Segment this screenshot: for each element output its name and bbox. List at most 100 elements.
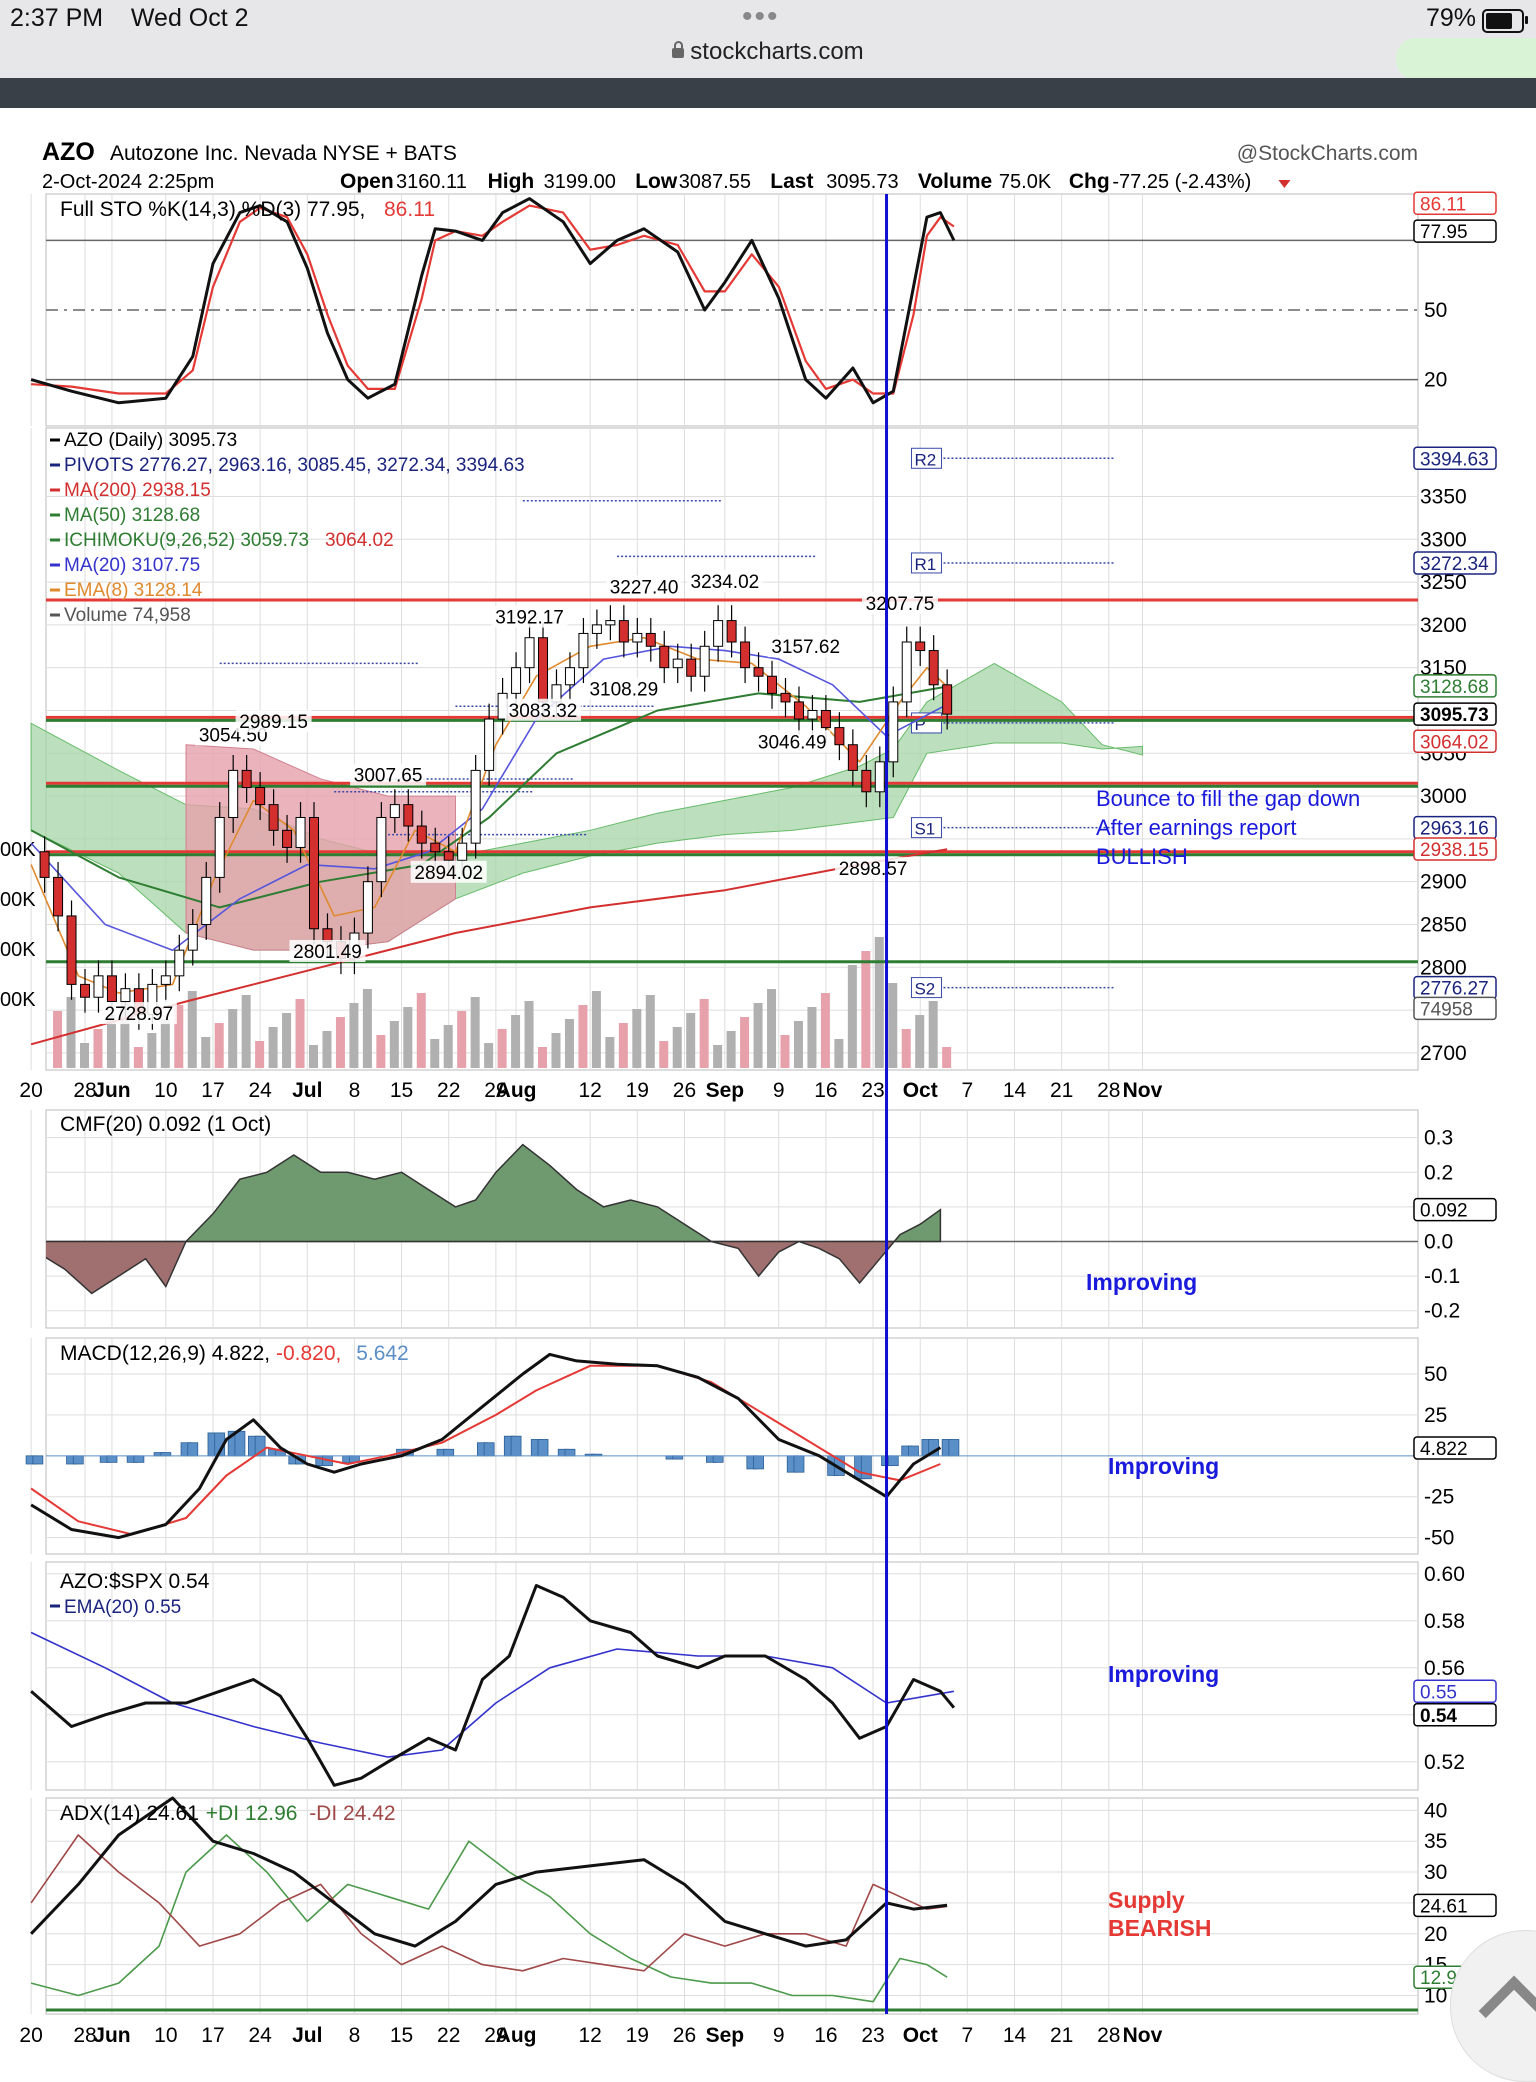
ratio-title: AZO:$SPX 0.54 [60, 1570, 210, 1593]
price-xtick: 19 [626, 1079, 649, 1102]
sto-tag-d-box [1413, 191, 1497, 216]
candle-body [524, 637, 535, 669]
volume-bar [335, 1017, 345, 1068]
price-xtick: 20 [19, 1079, 42, 1102]
price-xtick: 24 [248, 1079, 272, 1102]
macd-histogram-bar [72, 1455, 84, 1465]
volume-axis-label: 00K [0, 989, 36, 1011]
address-bar[interactable]: stockcharts.com [0, 38, 1536, 66]
price-tag: 3272.34 [1420, 554, 1489, 575]
volume-bar [605, 1037, 615, 1068]
more-dots-icon[interactable]: ••• [742, 0, 780, 33]
macd-histogram-bar [187, 1442, 199, 1457]
volume-bar [174, 1005, 184, 1068]
candle-body [915, 641, 926, 652]
adx-tag-box [1413, 1893, 1497, 1918]
macd-title-neg: -0.820, [276, 1342, 341, 1365]
candle-body [93, 975, 104, 998]
peak-label-bg [606, 575, 683, 598]
adx-xtick: Aug [496, 2024, 537, 2047]
adx-xtick: Jul [292, 2024, 322, 2047]
volume-bar [362, 989, 372, 1068]
volume-bar [443, 1025, 453, 1068]
adx-note: BEARISH [1108, 1915, 1212, 1941]
macd-histogram-bar [510, 1435, 522, 1457]
candle-body [942, 684, 953, 715]
adx-plus-di-title: +DI 12.96 [206, 1802, 298, 1825]
candle-body [632, 632, 643, 643]
battery-icon [1482, 9, 1524, 33]
candle-body [255, 787, 266, 806]
volume-bar [524, 1001, 534, 1068]
volume-axis-label: 00K [0, 939, 36, 961]
volume-bar [106, 1015, 116, 1068]
candle-body [66, 915, 77, 985]
ratio-ytick: 0.52 [1424, 1751, 1465, 1774]
price-xtick: 22 [437, 1079, 460, 1102]
price-legend-item: ICHIMOKU(9,26,52) 3059.73 [64, 530, 309, 551]
candle-body [767, 675, 778, 694]
cmf-negative-area [46, 1241, 942, 1295]
macd-histogram-bar [133, 1455, 145, 1463]
price-tag-box [1413, 446, 1497, 471]
candle-body [106, 975, 117, 1003]
volume-bar [268, 1027, 278, 1068]
peak-label: 2898.57 [839, 859, 908, 880]
volume-bar [551, 1033, 561, 1068]
macd-title-signal: 5.642 [356, 1342, 409, 1365]
candle-body [847, 744, 858, 771]
pivot-label-box [910, 447, 942, 469]
peak-label-bg [754, 730, 831, 753]
adx-xtick: 24 [248, 2024, 272, 2047]
candle-body [53, 876, 64, 917]
macd-title: MACD(12,26,9) 4.822, [60, 1342, 270, 1365]
adx-xtick: 17 [201, 2024, 224, 2047]
volume-bar [726, 1031, 736, 1068]
adx-xtick: 21 [1050, 2024, 1073, 2047]
price-ytick: 2800 [1420, 956, 1467, 979]
volume-bar [942, 1047, 952, 1068]
price-xtick: Aug [496, 1079, 537, 1102]
candle-body [295, 816, 306, 848]
price-xtick: Oct [903, 1079, 938, 1102]
candle-body [753, 667, 764, 677]
peak-label-bg [410, 860, 487, 883]
volume-bar [416, 993, 426, 1068]
adx-ytick: 10 [1424, 1984, 1447, 2007]
volume-bar [713, 1045, 723, 1068]
candle-body [726, 620, 737, 643]
volume-bar [888, 983, 898, 1068]
sto-ytick: 50 [1424, 299, 1447, 322]
adx-xtick: Jun [93, 2024, 130, 2047]
volume-bar [780, 1035, 790, 1068]
price-ytick: 3000 [1420, 785, 1467, 808]
candle-body [160, 975, 171, 985]
candle-body [416, 825, 427, 844]
price-ytick: 3250 [1420, 571, 1467, 594]
adx-xtick: Oct [903, 2024, 938, 2047]
volume-bar [618, 1023, 628, 1068]
price-ytick: 3200 [1420, 614, 1467, 637]
peak-label-bg [491, 605, 568, 628]
candle-body [362, 881, 373, 934]
cmf-tag-box [1413, 1197, 1497, 1222]
candle-body [403, 804, 414, 827]
volume-bar [430, 1039, 440, 1068]
peak-label: 3083.32 [509, 701, 578, 722]
ratio-line [30, 1584, 956, 1787]
adx-xtick: 22 [437, 2024, 460, 2047]
ratio-ema-line [30, 1631, 955, 1758]
sto-tag-k: 77.95 [1420, 222, 1468, 243]
cmf-ytick: 0.3 [1424, 1127, 1453, 1150]
peak-label-bg [686, 569, 763, 592]
cmf-ytick: -0.2 [1424, 1300, 1460, 1323]
volume-bar [484, 1043, 494, 1068]
header-label: Volume [918, 170, 992, 193]
price-legend-item: AZO (Daily) 3095.73 [64, 430, 237, 451]
volume-bar [120, 1001, 130, 1068]
volume-bar [564, 1019, 574, 1068]
adx-xtick: 15 [390, 2024, 413, 2047]
peak-label: 3234.02 [691, 572, 760, 593]
price-ytick: 3350 [1420, 485, 1467, 508]
status-time: 2:37 PM Wed Oct 2 [10, 4, 249, 32]
